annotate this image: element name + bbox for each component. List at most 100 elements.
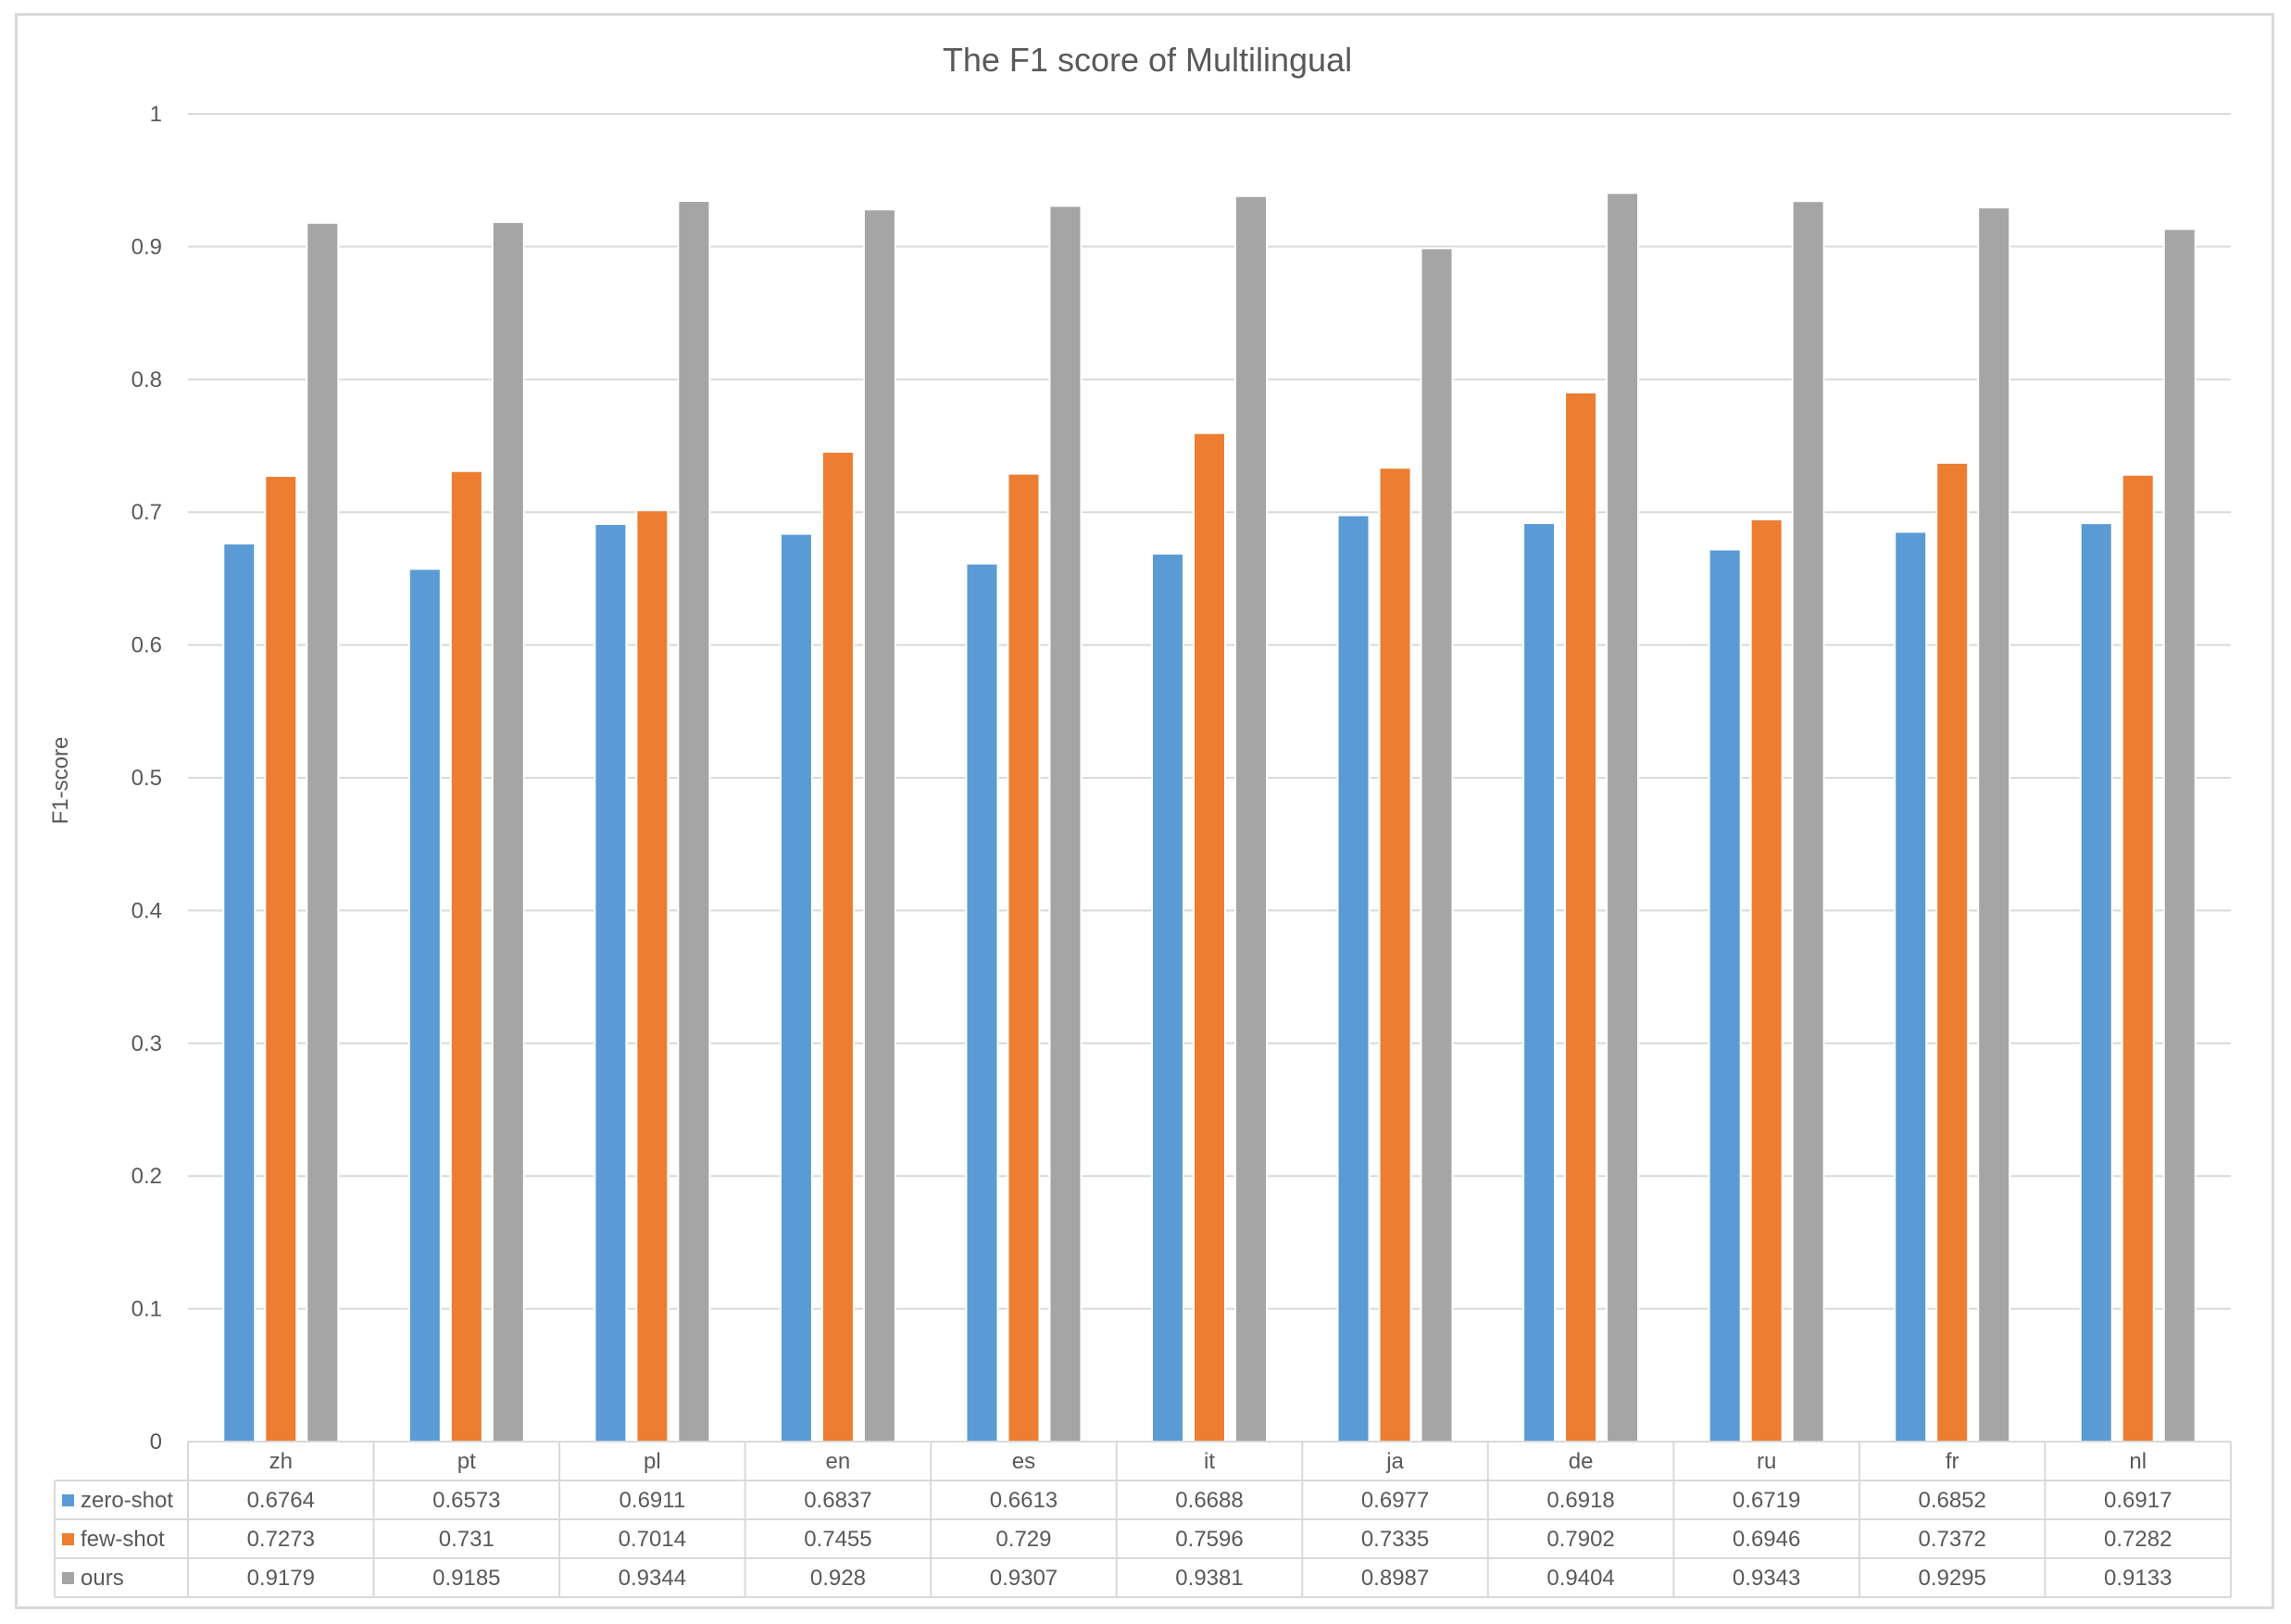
data-label-few-shot: 0.7335 [1361,1527,1429,1552]
data-label-few-shot: 0.6946 [1733,1527,1800,1552]
data-label-few-shot: 0.7282 [2104,1527,2172,1552]
y-tick-label: 0.8 [131,368,162,393]
data-label-few-shot: 0.7372 [1918,1527,1985,1552]
y-tick-label: 0.5 [131,766,162,791]
data-label-ours: 0.9381 [1175,1566,1243,1591]
bar-few-shot-es [1007,472,1041,1443]
data-table: zh pt pl en es it ja de ru fr nl zero-shot 0.6764 0.6… [54,1441,2232,1598]
bar-zero-shot-fr [1894,531,1928,1443]
data-label-zero-shot: 0.6613 [990,1488,1058,1513]
data-label-zero-shot: 0.6911 [620,1488,686,1513]
chart-title: The F1 score of Multilingual [943,41,1352,79]
bar-ours-nl [2162,228,2197,1443]
bar-ours-pt [491,220,525,1443]
data-label-ours: 0.9295 [1918,1566,1985,1591]
data-label-few-shot: 0.731 [439,1527,495,1552]
data-label-zero-shot: 0.6837 [804,1488,871,1513]
y-tick-label: 0.3 [131,1031,162,1056]
x-category-label: pl [644,1449,661,1474]
x-category-label: ja [1385,1449,1404,1474]
bar-ours-ru [1791,200,1825,1443]
data-label-zero-shot: 0.6719 [1733,1488,1800,1513]
data-label-ours: 0.9133 [2104,1566,2172,1591]
data-label-ours: 0.928 [810,1566,866,1591]
y-tick-label: 0.2 [131,1164,162,1189]
y-tick-label: 1 [150,102,162,127]
bar-few-shot-ru [1749,518,1784,1443]
bar-zero-shot-en [779,532,813,1443]
bar-ours-zh [306,221,340,1443]
data-label-ours: 0.9404 [1546,1566,1614,1591]
bar-zero-shot-ru [1708,548,1742,1443]
legend-swatch-ours [62,1572,74,1584]
data-label-zero-shot: 0.6918 [1546,1488,1614,1513]
x-category-label: pt [457,1449,476,1474]
y-tick-label: 0.7 [131,500,162,525]
data-label-zero-shot: 0.6573 [432,1488,500,1513]
x-category-label: it [1204,1449,1215,1474]
chart-svg: The F1 score of Multilingual F1-score 00… [48,41,2232,1598]
x-category-label: en [826,1449,851,1474]
data-label-zero-shot: 0.6764 [247,1488,315,1513]
y-axis-label: F1-score [48,737,73,825]
data-label-few-shot: 0.7596 [1175,1527,1243,1552]
bar-ours-pl [677,200,711,1443]
data-label-few-shot: 0.7902 [1546,1527,1614,1552]
bar-ours-en [862,208,896,1443]
x-category-label: es [1012,1449,1035,1474]
bar-few-shot-pl [635,509,670,1443]
legend-label-zero-shot: zero-shot [81,1488,173,1513]
bar-ours-ja [1420,247,1454,1443]
legend-swatch-few-shot [62,1533,74,1545]
x-category-label: ru [1757,1449,1776,1474]
bar-zero-shot-nl [2079,522,2113,1443]
bar-ours-it [1234,194,1268,1443]
y-tick-label: 0 [150,1430,162,1455]
data-label-few-shot: 0.7273 [247,1527,315,1552]
x-category-label: de [1569,1449,1594,1474]
bar-zero-shot-zh [222,543,257,1443]
bar-zero-shot-it [1151,552,1184,1443]
legend-label-few-shot: few-shot [81,1527,165,1552]
bar-zero-shot-es [965,562,999,1443]
y-tick-label: 0.1 [131,1297,162,1322]
bar-few-shot-zh [264,475,298,1443]
bar-ours-de [1606,192,1640,1443]
x-category-label: zh [269,1449,293,1474]
bar-ours-fr [1977,206,2011,1443]
bar-ours-es [1048,205,1083,1443]
data-label-few-shot: 0.729 [995,1527,1051,1552]
data-label-ours: 0.9179 [247,1566,315,1591]
data-label-few-shot: 0.7455 [804,1527,871,1552]
data-label-ours: 0.9343 [1733,1566,1800,1591]
data-label-ours: 0.9185 [432,1566,500,1591]
y-tick-label: 0.4 [131,898,162,923]
bar-zero-shot-pt [407,568,442,1443]
bar-zero-shot-pl [594,522,628,1443]
data-label-ours: 0.9307 [990,1566,1058,1591]
y-tick-labels: 0 0.1 0.2 0.3 0.4 0.5 0.6 0.7 0.8 0.9 1 [131,102,162,1455]
data-label-ours: 0.9344 [619,1566,686,1591]
data-label-ours: 0.8987 [1361,1566,1429,1591]
bar-zero-shot-ja [1336,514,1371,1443]
bars [222,192,2197,1443]
bar-few-shot-fr [1935,461,1970,1443]
bar-few-shot-en [820,450,855,1443]
legend-label-ours: ours [81,1566,124,1591]
y-tick-label: 0.9 [131,234,162,259]
bar-few-shot-pt [449,469,483,1443]
y-tick-label: 0.6 [131,633,162,658]
bar-few-shot-it [1193,431,1226,1443]
bar-few-shot-de [1564,391,1598,1443]
bar-zero-shot-de [1522,521,1557,1443]
data-label-zero-shot: 0.6852 [1918,1488,1985,1513]
legend-swatch-zero-shot [62,1494,74,1506]
data-label-zero-shot: 0.6688 [1175,1488,1243,1513]
data-label-zero-shot: 0.6917 [2104,1488,2172,1513]
bar-few-shot-ja [1378,467,1412,1443]
data-label-zero-shot: 0.6977 [1361,1488,1429,1513]
bar-few-shot-nl [2121,473,2155,1443]
x-category-label: fr [1946,1449,1959,1474]
x-category-label: nl [2129,1449,2147,1474]
